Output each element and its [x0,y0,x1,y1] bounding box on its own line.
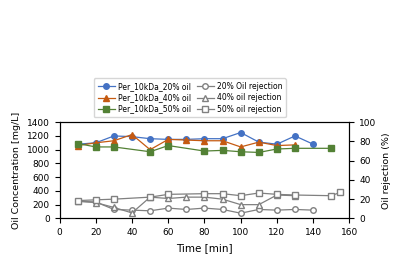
50% oil rejection [338,191,343,194]
Per_10kDa_50% oil [275,147,279,151]
40% oil rejection [166,197,171,200]
Per_10kDa_40% oil [202,139,207,142]
50% oil rejection [293,193,297,197]
40% oil rejection [275,193,279,197]
50% oil rejection [275,193,279,196]
40% oil rejection [75,200,80,203]
20% Oil rejection [129,209,134,212]
Per_10kDa_40% oil [112,139,116,142]
Per_10kDa_50% oil [329,147,333,150]
Per_10kDa_50% oil [256,151,261,154]
Per_10kDa_40% oil [293,143,297,146]
Line: Per_10kDa_50% oil: Per_10kDa_50% oil [75,141,334,155]
Legend: Per_10kDa_20% oil, Per_10kDa_40% oil, Per_10kDa_50% oil, 20% Oil rejection, 40% : Per_10kDa_20% oil, Per_10kDa_40% oil, Pe… [94,78,286,118]
20% Oil rejection [112,208,116,211]
Per_10kDa_20% oil [256,141,261,144]
40% oil rejection [220,198,225,201]
Per_10kDa_40% oil [275,144,279,147]
20% Oil rejection [220,208,225,211]
20% Oil rejection [256,208,261,211]
Line: 50% oil rejection: 50% oil rejection [75,190,343,203]
40% oil rejection [129,211,134,214]
40% oil rejection [256,203,261,206]
50% oil rejection [166,193,171,196]
20% Oil rejection [202,206,207,210]
Per_10kDa_20% oil [184,138,189,141]
Per_10kDa_40% oil [148,148,152,151]
Per_10kDa_40% oil [256,141,261,144]
50% oil rejection [202,192,207,195]
Per_10kDa_40% oil [184,139,189,142]
50% oil rejection [112,198,116,201]
20% Oil rejection [75,200,80,203]
40% oil rejection [202,196,207,199]
40% oil rejection [293,194,297,197]
20% Oil rejection [93,200,98,204]
Y-axis label: Oil rejection (%): Oil rejection (%) [382,132,391,209]
Per_10kDa_40% oil [220,139,225,142]
Per_10kDa_50% oil [220,149,225,152]
50% oil rejection [238,194,243,197]
40% oil rejection [148,196,152,199]
20% Oil rejection [184,208,189,211]
20% Oil rejection [311,209,316,212]
50% oil rejection [93,198,98,202]
Per_10kDa_20% oil [275,143,279,146]
Per_10kDa_20% oil [311,143,316,146]
Per_10kDa_20% oil [220,137,225,140]
Per_10kDa_20% oil [238,131,243,134]
50% oil rejection [256,191,261,194]
Per_10kDa_20% oil [129,135,134,138]
Per_10kDa_40% oil [166,138,171,141]
X-axis label: Time [min]: Time [min] [176,243,233,253]
Per_10kDa_50% oil [166,144,171,147]
50% oil rejection [220,192,225,195]
Line: Per_10kDa_20% oil: Per_10kDa_20% oil [75,130,316,147]
20% Oil rejection [293,208,297,211]
Per_10kDa_20% oil [166,138,171,141]
50% oil rejection [148,196,152,199]
20% Oil rejection [238,212,243,215]
40% oil rejection [93,201,98,204]
Per_10kDa_40% oil [129,133,134,136]
Per_10kDa_40% oil [75,144,80,147]
Line: 40% oil rejection: 40% oil rejection [75,192,298,216]
Per_10kDa_20% oil [75,143,80,146]
Per_10kDa_40% oil [93,141,98,144]
Per_10kDa_20% oil [93,141,98,144]
Per_10kDa_50% oil [148,150,152,153]
50% oil rejection [75,199,80,202]
20% Oil rejection [166,206,171,210]
Per_10kDa_20% oil [148,137,152,140]
Per_10kDa_50% oil [93,145,98,148]
Per_10kDa_50% oil [75,142,80,145]
40% oil rejection [184,196,189,199]
20% Oil rejection [148,209,152,212]
40% oil rejection [112,206,116,209]
40% oil rejection [238,203,243,206]
20% Oil rejection [275,209,279,212]
Per_10kDa_40% oil [238,145,243,148]
Per_10kDa_20% oil [112,134,116,138]
Per_10kDa_20% oil [202,137,207,140]
Per_10kDa_50% oil [238,150,243,153]
Per_10kDa_50% oil [202,150,207,153]
Line: Per_10kDa_40% oil: Per_10kDa_40% oil [75,132,298,152]
Y-axis label: Oil Concentration [mg/L]: Oil Concentration [mg/L] [12,112,21,229]
Per_10kDa_50% oil [293,147,297,150]
50% oil rejection [329,194,333,197]
Per_10kDa_20% oil [293,134,297,138]
Per_10kDa_50% oil [112,145,116,148]
Line: 20% Oil rejection: 20% Oil rejection [75,198,316,216]
